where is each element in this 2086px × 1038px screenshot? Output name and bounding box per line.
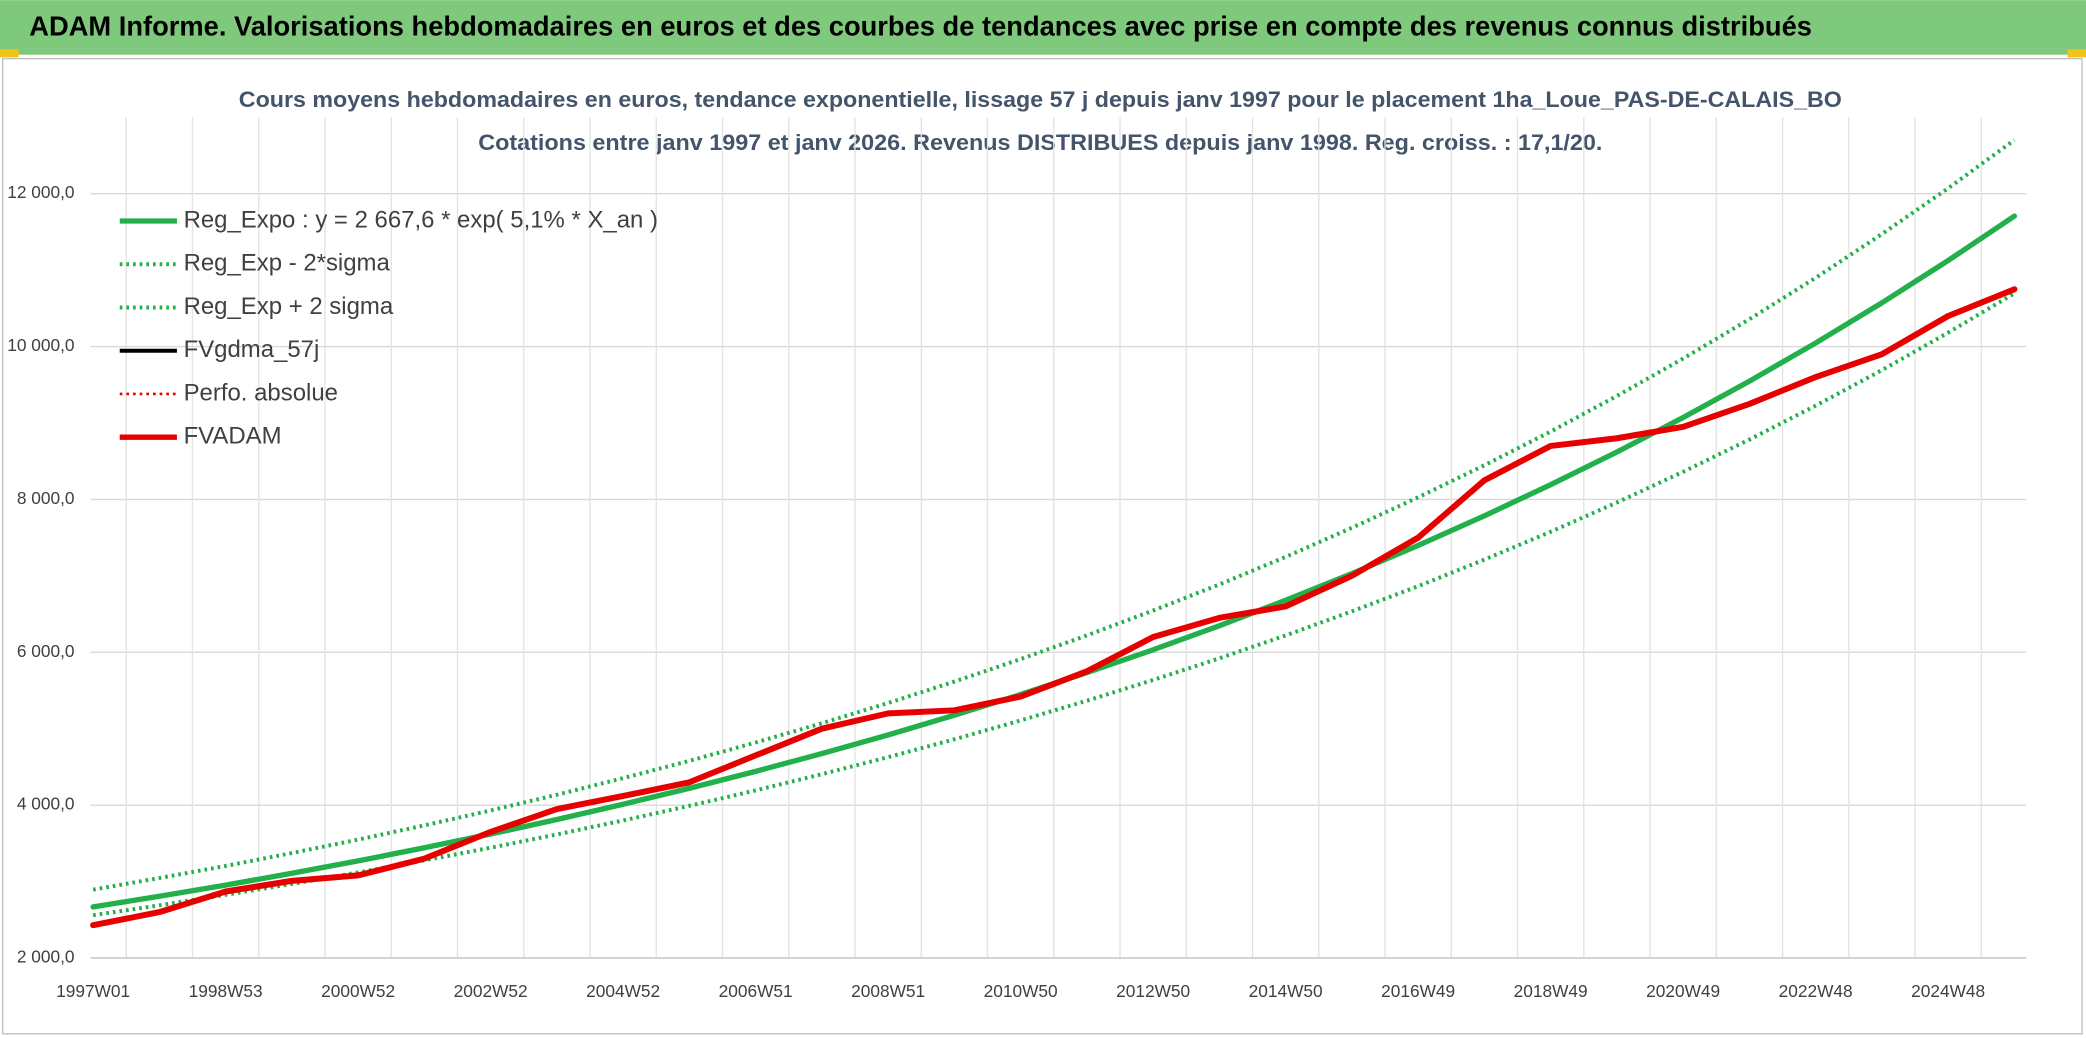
corner bbox=[0, 49, 19, 58]
x-tick-label: 2010W50 bbox=[984, 981, 1058, 1001]
legend-label: Perfo. absolue bbox=[184, 379, 338, 406]
series-line bbox=[92, 138, 2016, 892]
grid: 2 000,0 4 000,0 6 000,0 8 000,0 10 000,0 12 0… bbox=[7, 117, 2027, 1001]
x-tick-label: 2022W48 bbox=[1779, 981, 1853, 1001]
y-tick-label: 6 000,0 bbox=[17, 641, 75, 661]
x-tick-label: 1998W53 bbox=[189, 981, 263, 1001]
legend-label: Reg_Exp - 2*sigma bbox=[184, 250, 391, 277]
corner bbox=[2067, 49, 2086, 58]
x-tick-label: 2018W49 bbox=[1514, 981, 1588, 1001]
chart-title: Cours moyens hebdomadaires en euros, ten… bbox=[239, 87, 1842, 112]
y-tick-label: 10 000,0 bbox=[7, 335, 74, 355]
series-line bbox=[90, 286, 2018, 929]
legend-label: Reg_Exp + 2 sigma bbox=[184, 293, 394, 320]
lines bbox=[90, 138, 2018, 929]
x-tick-label: 2002W52 bbox=[454, 981, 528, 1001]
x-tick-label: 1997W01 bbox=[56, 981, 130, 1001]
legend-label: FVgdma_57j bbox=[184, 336, 320, 363]
x-tick-label: 2014W50 bbox=[1249, 981, 1323, 1001]
x-tick-label: 2012W50 bbox=[1116, 981, 1190, 1001]
x-tick-label: 2000W52 bbox=[321, 981, 395, 1001]
x-tick-label: 2024W48 bbox=[1911, 981, 1985, 1001]
chart-border bbox=[1, 58, 2083, 1035]
y-tick-label: 12 000,0 bbox=[7, 182, 74, 202]
y-tick-label: 2 000,0 bbox=[17, 947, 75, 967]
legend-label: Reg_Expo : y = 2 667,6 * exp( 5,1% * X_a… bbox=[184, 206, 658, 233]
x-tick-label: 2016W49 bbox=[1381, 981, 1455, 1001]
x-tick-label: 2020W49 bbox=[1646, 981, 1720, 1001]
y-tick-label: 8 000,0 bbox=[17, 488, 75, 508]
x-tick-label: 2004W52 bbox=[586, 981, 660, 1001]
header-title: ADAM Informe. Valorisations hebdomadaire… bbox=[29, 10, 1812, 41]
legend-label: FVADAM bbox=[184, 423, 282, 450]
x-tick-label: 2006W51 bbox=[719, 981, 793, 1001]
x-tick-label: 2008W51 bbox=[851, 981, 925, 1001]
legend: Reg_Expo : y = 2 667,6 * exp( 5,1% * X_a… bbox=[119, 206, 658, 450]
chart-subtitle: Cotations entre janv 1997 et janv 2026. … bbox=[478, 130, 1602, 155]
header-band bbox=[0, 0, 2086, 55]
y-tick-label: 4 000,0 bbox=[17, 794, 75, 814]
